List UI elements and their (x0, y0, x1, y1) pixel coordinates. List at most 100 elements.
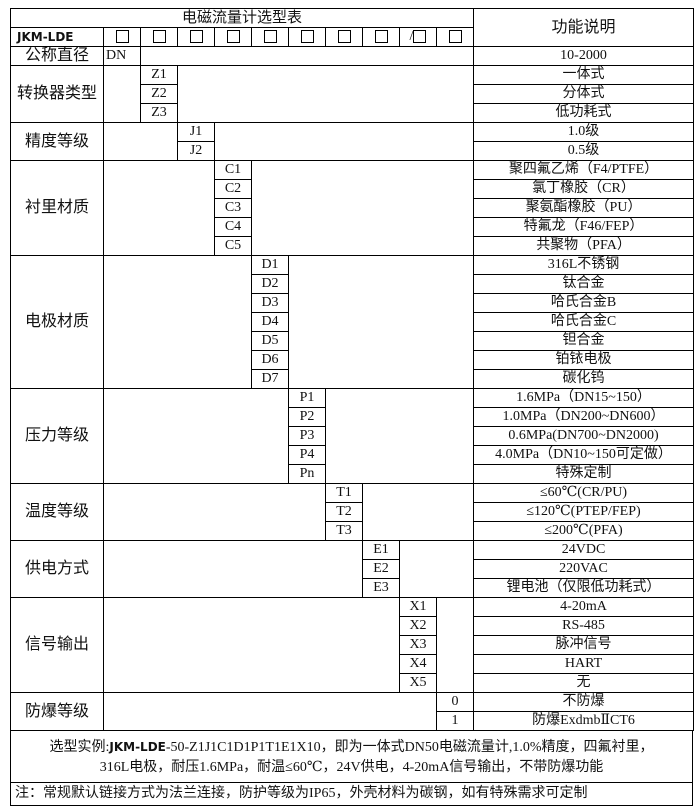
option-code: X4 (399, 654, 437, 674)
diameter-row: 公称直径 DN 10-2000 (10, 46, 695, 66)
option-desc: 特殊定制 (473, 464, 695, 484)
empty-cell (103, 65, 141, 123)
checkbox-square-icon (115, 30, 129, 44)
option-code: C3 (214, 198, 252, 218)
option-code: C1 (214, 160, 252, 180)
empty-cell (139, 46, 475, 66)
option-code: Z2 (140, 84, 178, 104)
empty-cell (103, 483, 326, 541)
diameter-code: DN (103, 46, 141, 66)
option-desc: 共聚物（PFA） (473, 236, 695, 256)
table-row: 压力等级 P1 1.6MPa（DN15~150） (10, 388, 695, 484)
group-label: 精度等级 (10, 122, 104, 161)
group-label: 防爆等级 (10, 692, 104, 731)
option-desc: 聚四氟乙烯（F4/PTFE） (473, 160, 695, 180)
option-desc: 氯丁橡胶（CR） (473, 179, 695, 199)
model-code: JKM-LDE (10, 27, 104, 47)
slot-2 (140, 27, 178, 47)
group-label: 转换器类型 (10, 65, 104, 123)
empty-cell (250, 160, 475, 256)
table-row: 转换器类型 Z1 一体式 (10, 65, 695, 123)
option-code: J2 (177, 141, 215, 161)
group-label: 供电方式 (10, 540, 104, 598)
option-code: T1 (325, 483, 363, 503)
table-row: 电极材质 D1 316L不锈钢 (10, 255, 695, 389)
option-desc: 聚氨酯橡胶（PU） (473, 198, 695, 218)
option-code: D1 (251, 255, 289, 275)
checkbox-square-icon (413, 30, 427, 44)
option-code: D5 (251, 331, 289, 351)
option-desc: 4-20mA (473, 597, 695, 617)
option-code: D3 (251, 293, 289, 313)
group-label: 温度等级 (10, 483, 104, 541)
option-desc: 一体式 (473, 65, 695, 85)
option-code: Z3 (140, 103, 178, 123)
empty-cell (398, 540, 475, 598)
table-row: 精度等级 J1 1.0级 (10, 122, 695, 161)
option-code: C5 (214, 236, 252, 256)
table-row: 供电方式 E1 24VDC (10, 540, 695, 598)
option-desc: 1.6MPa（DN15~150） (473, 388, 695, 408)
title-row: 电磁流量计选型表 功能说明 (9, 8, 695, 47)
slot-5 (251, 27, 289, 47)
option-code: T2 (325, 502, 363, 522)
option-desc: 钽合金 (473, 331, 695, 351)
diameter-desc: 10-2000 (473, 46, 695, 66)
option-code: P1 (288, 388, 326, 408)
table-title: 电磁流量计选型表 (9, 8, 475, 28)
option-code: C4 (214, 217, 252, 237)
option-code: D2 (251, 274, 289, 294)
table-row: 温度等级 T1 ≤60℃(CR/PU) (10, 483, 695, 541)
checkbox-square-icon (263, 30, 277, 44)
option-code: P2 (288, 407, 326, 427)
option-desc: 脉冲信号 (473, 635, 695, 655)
option-desc: 316L不锈钢 (473, 255, 695, 275)
empty-cell (324, 388, 475, 484)
slot-3 (177, 27, 215, 47)
option-desc: RS-485 (473, 616, 695, 636)
checkbox-square-icon (300, 30, 314, 44)
table-row: T3 ≤200℃(PFA) (11, 521, 695, 541)
option-code: X2 (399, 616, 437, 636)
option-code: E3 (362, 578, 400, 598)
option-desc: ≤200℃(PFA) (473, 521, 695, 541)
empty-cell (103, 597, 400, 693)
table-row: E2 220VAC (11, 559, 695, 579)
option-code: P3 (288, 426, 326, 446)
option-desc: 4.0MPa（DN10~150可定做） (473, 445, 695, 465)
option-desc: 分体式 (473, 84, 695, 104)
table-row: C3 聚氨酯橡胶（PU） (11, 198, 695, 218)
option-desc: HART (473, 654, 695, 674)
table-row: C5 共聚物（PFA） (11, 236, 695, 256)
empty-cell (361, 483, 475, 541)
table-row: D7 碳化钨 (11, 369, 695, 389)
checkbox-square-icon (448, 30, 462, 44)
option-desc: 0.5级 (473, 141, 695, 161)
slot-10 (435, 27, 475, 47)
option-code: D7 (251, 369, 289, 389)
group-label: 压力等级 (10, 388, 104, 484)
table-row: 防爆等级 0 不防爆 (10, 692, 695, 731)
option-code: X3 (399, 635, 437, 655)
option-code: E1 (362, 540, 400, 560)
option-code: J1 (177, 122, 215, 142)
selection-table: 电磁流量计选型表 功能说明 JKM-LDE / 公称直径 DN 10-2000 … (9, 8, 695, 731)
table-row: Pn 特殊定制 (11, 464, 695, 484)
empty-cell (287, 255, 475, 389)
slot-1 (103, 27, 141, 47)
option-code: D6 (251, 350, 289, 370)
option-code: P4 (288, 445, 326, 465)
checkbox-square-icon (189, 30, 203, 44)
function-header: 功能说明 (473, 8, 695, 47)
option-desc: 不防爆 (473, 692, 695, 712)
slot-9: / (399, 27, 437, 47)
option-desc: 低功耗式 (473, 103, 695, 123)
option-code: T3 (325, 521, 363, 541)
option-desc: ≤120℃(PTEP/FEP) (473, 502, 695, 522)
option-desc: 1.0MPa（DN200~DN600） (473, 407, 695, 427)
option-desc: 220VAC (473, 559, 695, 579)
option-desc: 特氟龙（F46/FEP） (473, 217, 695, 237)
group-label: 信号输出 (10, 597, 104, 693)
option-desc: 无 (473, 673, 695, 693)
checkbox-square-icon (152, 30, 166, 44)
